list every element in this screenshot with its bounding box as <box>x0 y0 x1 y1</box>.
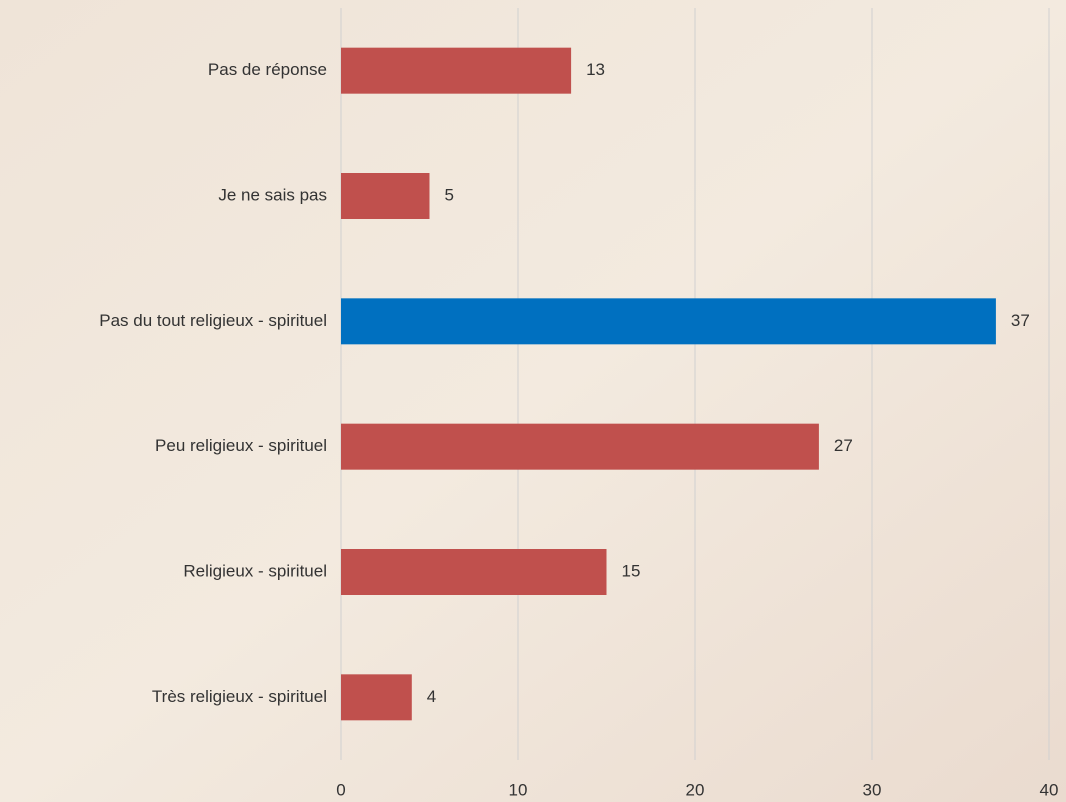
y-tick-label: Pas du tout religieux - spirituel <box>99 311 327 330</box>
y-tick-label: Religieux - spirituel <box>183 561 327 580</box>
x-tick-label: 30 <box>863 780 882 799</box>
y-tick-label: Très religieux - spirituel <box>152 687 327 706</box>
y-tick-label: Peu religieux - spirituel <box>155 436 327 455</box>
x-tick-label: 0 <box>336 780 345 799</box>
data-label: 37 <box>1011 311 1030 330</box>
bar <box>341 173 430 219</box>
bar <box>341 298 996 345</box>
data-label: 5 <box>445 185 454 204</box>
y-tick-label: Je ne sais pas <box>218 185 327 204</box>
bar <box>341 423 819 470</box>
data-label: 15 <box>622 561 641 580</box>
data-label: 4 <box>427 687 436 706</box>
bar <box>341 549 607 595</box>
x-tick-label: 40 <box>1040 780 1059 799</box>
bar <box>341 47 572 94</box>
bar <box>341 674 412 721</box>
data-label: 13 <box>586 60 605 79</box>
x-tick-label: 20 <box>686 780 705 799</box>
y-tick-label: Pas de réponse <box>208 60 327 79</box>
data-label: 27 <box>834 436 853 455</box>
x-tick-label: 10 <box>509 780 528 799</box>
